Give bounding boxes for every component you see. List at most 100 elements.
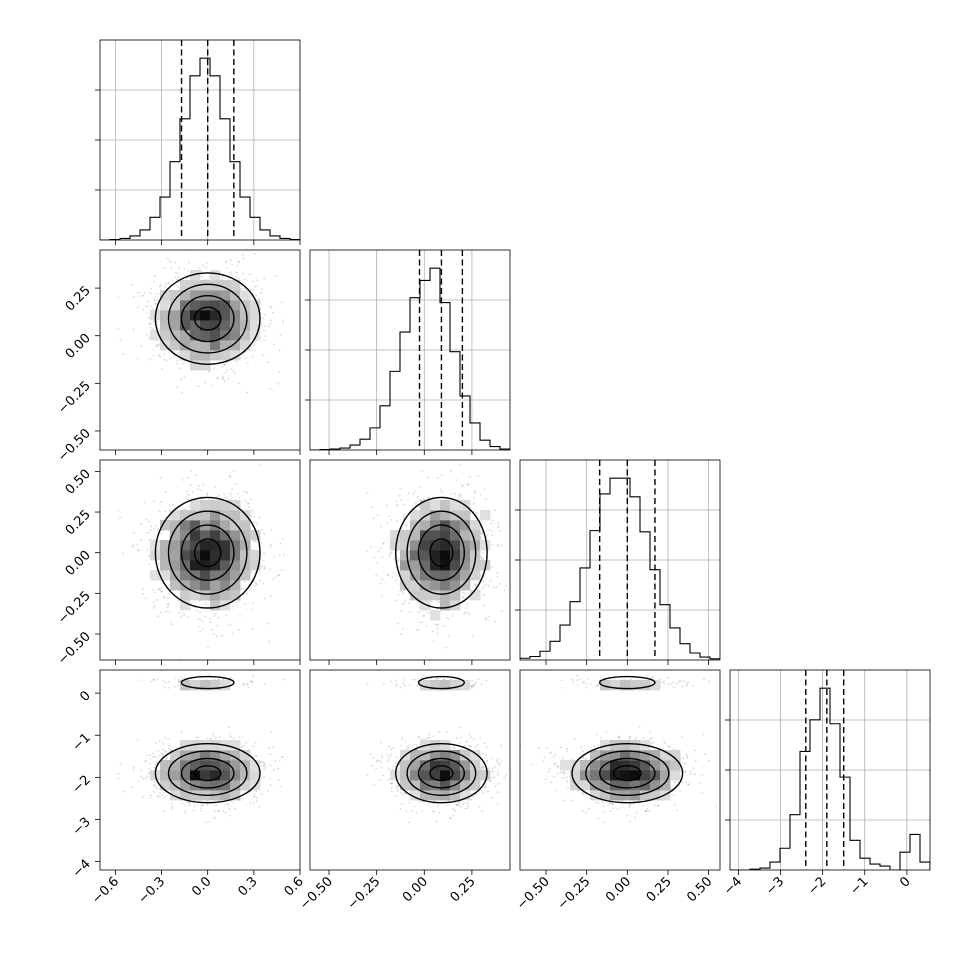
sample-point — [458, 494, 460, 497]
sample-point — [398, 494, 401, 497]
sample-point — [278, 573, 280, 576]
sample-point — [229, 493, 232, 496]
sample-point — [142, 588, 145, 590]
sample-point — [157, 452, 159, 454]
sample-point — [279, 542, 282, 545]
sample-point — [211, 628, 214, 631]
tick-label: −0.50 — [55, 426, 94, 465]
density-cell — [230, 530, 241, 541]
sample-point — [497, 525, 500, 528]
sample-point — [155, 320, 158, 323]
sample-point — [404, 525, 407, 528]
sample-point — [155, 299, 158, 302]
sample-point — [402, 592, 405, 594]
density-cell — [190, 570, 201, 581]
sample-point — [174, 275, 177, 278]
sample-point — [171, 279, 174, 282]
sample-point — [250, 608, 253, 611]
sample-point — [400, 499, 402, 502]
histogram-panel-0 — [95, 39, 301, 245]
sample-point — [248, 506, 250, 508]
tick-label: 0.25 — [63, 507, 94, 538]
density-cell — [170, 510, 181, 521]
sample-point — [243, 278, 246, 281]
sample-point — [449, 470, 452, 472]
density-cell — [180, 340, 191, 351]
sample-point — [152, 308, 155, 311]
sample-point — [226, 361, 229, 364]
density-cell — [230, 560, 241, 571]
sample-point — [235, 360, 238, 363]
sample-point — [454, 492, 457, 495]
sample-point — [159, 501, 162, 503]
sample-point — [153, 500, 156, 503]
density-cell — [180, 580, 191, 591]
density-cell — [190, 270, 201, 281]
sample-point — [159, 588, 161, 591]
sample-point — [182, 613, 185, 615]
sample-point — [153, 299, 156, 302]
density-cell — [210, 320, 221, 331]
sample-point — [229, 498, 232, 501]
sample-point — [231, 263, 234, 266]
sample-point — [403, 503, 405, 506]
sample-point — [386, 522, 389, 524]
sample-point — [483, 576, 485, 578]
sample-point — [388, 556, 391, 558]
sample-point — [154, 275, 156, 278]
sample-point — [436, 628, 439, 630]
sample-point — [482, 585, 485, 588]
sample-point — [260, 324, 263, 327]
density-cell — [230, 580, 241, 591]
density-cell — [250, 320, 261, 331]
sample-point — [474, 584, 477, 587]
sample-point — [256, 285, 259, 287]
sample-point — [186, 270, 189, 272]
sample-point — [269, 323, 272, 325]
sample-point — [148, 322, 151, 325]
density-cell — [250, 550, 261, 561]
sample-point — [251, 511, 254, 513]
sample-point — [171, 623, 174, 626]
sample-point — [212, 367, 215, 370]
density-cell — [210, 340, 221, 351]
sample-point — [149, 292, 152, 295]
sample-point — [253, 515, 256, 518]
sample-point — [496, 586, 498, 588]
sample-point — [280, 569, 283, 571]
sample-point — [240, 588, 243, 590]
density-cell — [190, 510, 201, 521]
sample-point — [493, 620, 496, 623]
sample-point — [137, 306, 140, 309]
sample-point — [146, 549, 149, 551]
sample-point — [256, 584, 259, 586]
histogram-panel-2 — [515, 459, 721, 665]
sample-point — [225, 260, 227, 263]
tick-label: 0.00 — [63, 331, 94, 362]
sample-point — [263, 567, 266, 570]
sample-point — [407, 492, 410, 494]
sample-point — [176, 351, 179, 354]
sample-point — [379, 525, 382, 528]
sample-point — [158, 510, 161, 513]
sample-point — [233, 372, 236, 374]
sample-point — [212, 615, 215, 617]
contour-level-3 — [154, 496, 261, 609]
density-cell — [250, 560, 261, 571]
sample-point — [204, 616, 207, 618]
sample-point — [251, 349, 254, 351]
sample-point — [195, 610, 198, 612]
sample-point — [461, 485, 463, 487]
sample-point — [496, 545, 499, 547]
sample-point — [421, 621, 424, 624]
density-cell — [180, 330, 191, 341]
sample-point — [484, 498, 487, 500]
sample-point — [200, 618, 202, 621]
sample-point — [180, 378, 182, 381]
sample-point — [178, 612, 181, 614]
sample-point — [163, 358, 166, 361]
sample-point — [205, 602, 208, 604]
sample-point — [149, 359, 152, 361]
sample-point — [481, 587, 484, 590]
sample-point — [246, 391, 249, 394]
